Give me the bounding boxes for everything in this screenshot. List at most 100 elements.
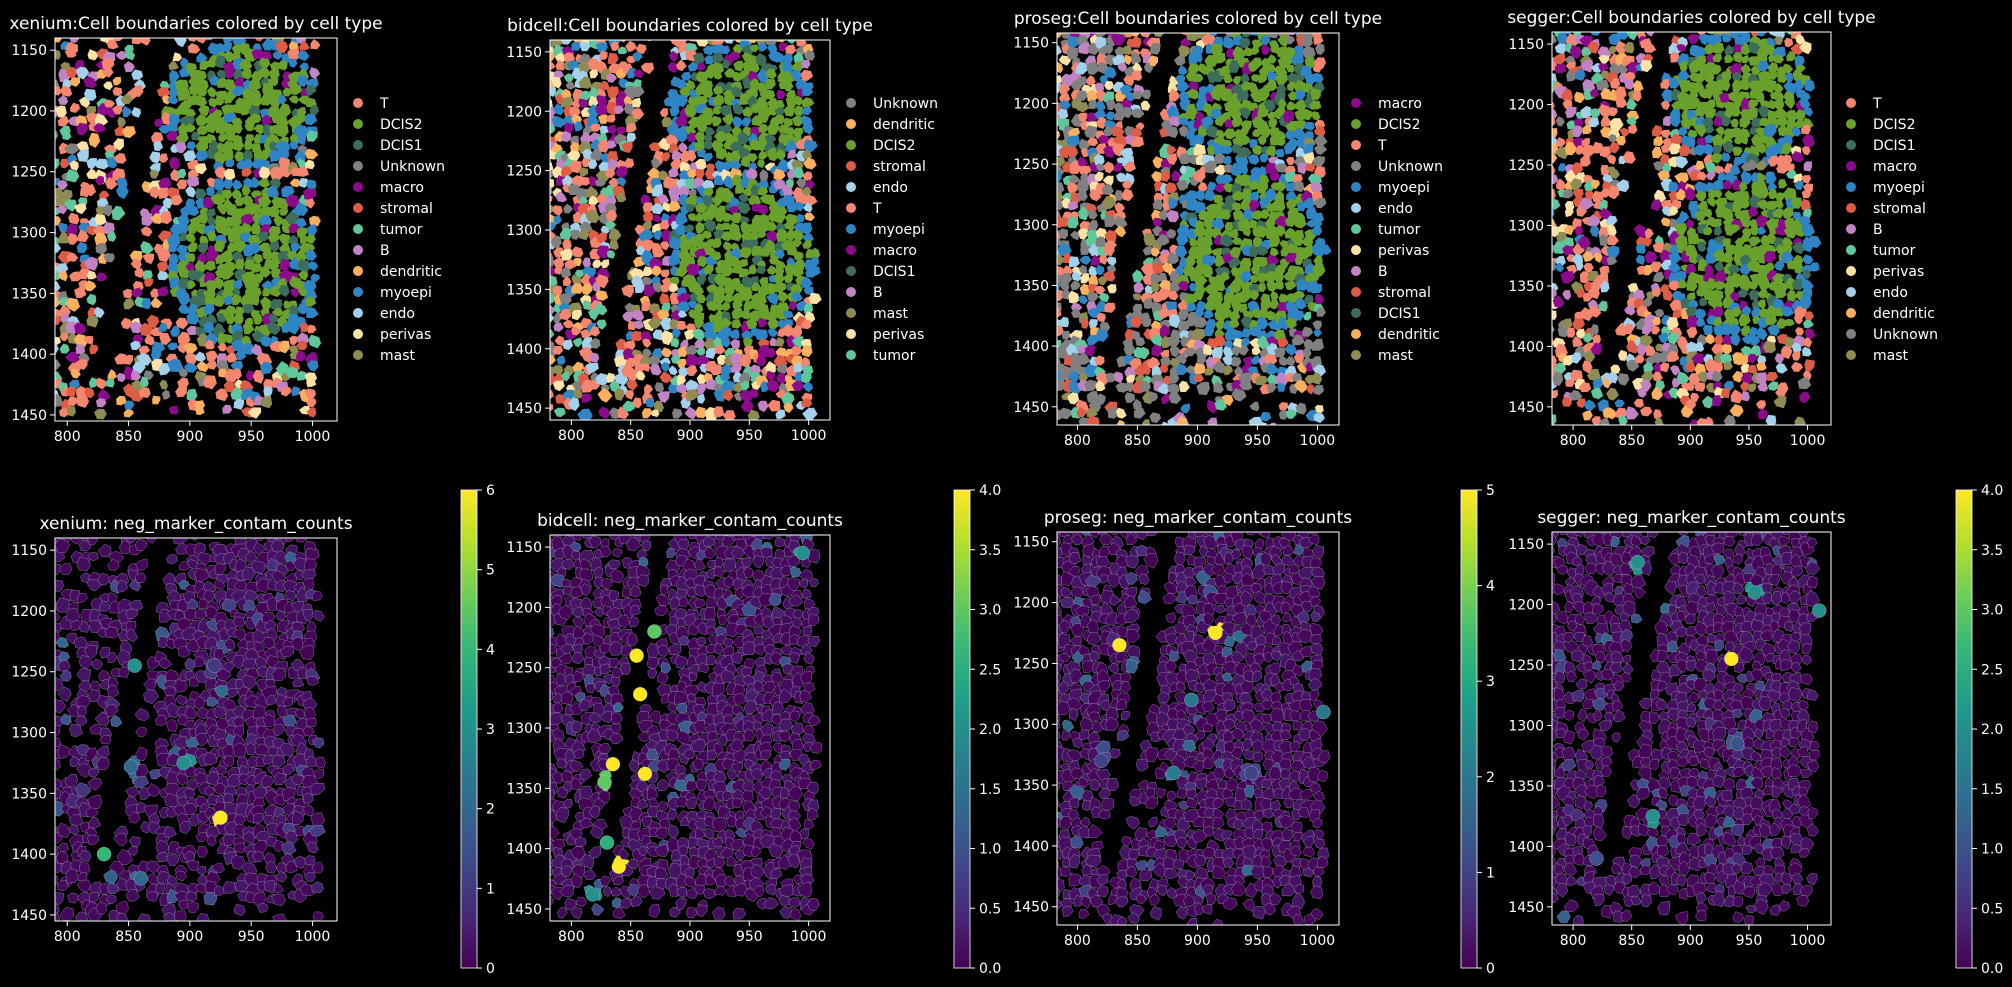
cell: [1256, 315, 1269, 330]
cell: [696, 149, 706, 158]
cell: [231, 123, 243, 134]
cell: [1552, 208, 1555, 218]
cell: [1282, 110, 1295, 123]
cell: [222, 834, 237, 846]
cell: [183, 719, 196, 730]
cell: [1739, 134, 1749, 145]
cell: [1582, 251, 1595, 262]
cell: [668, 253, 681, 267]
cell: [86, 270, 97, 280]
cell: [78, 850, 92, 863]
cell: [87, 777, 103, 791]
cell: [77, 592, 88, 604]
cell: [596, 192, 607, 205]
cell: [165, 130, 179, 142]
cell: [1751, 117, 1762, 128]
cell: [1740, 363, 1750, 374]
cell: [1269, 299, 1280, 310]
cell: [624, 390, 634, 400]
cell: [1668, 77, 1680, 89]
cell: [1269, 234, 1281, 247]
cell: [1606, 256, 1618, 266]
cell: [550, 195, 553, 203]
cell: [1248, 290, 1259, 301]
cell: [206, 835, 217, 847]
cell: [1702, 88, 1713, 100]
cell: [1730, 389, 1744, 404]
cell: [106, 39, 119, 50]
cell: [112, 87, 123, 96]
cell: [1058, 146, 1070, 159]
cell: [1578, 382, 1592, 392]
cell: [304, 97, 317, 108]
cell: [1084, 379, 1098, 392]
cell: [671, 149, 683, 161]
cell: [1582, 360, 1593, 374]
cell: [1291, 53, 1304, 66]
cell: [701, 230, 712, 240]
cell: [1599, 417, 1610, 425]
cell: [1103, 243, 1115, 257]
cell: [248, 105, 261, 118]
cell: [790, 69, 803, 82]
cell: [633, 69, 644, 79]
cell: [57, 116, 70, 127]
cell: [74, 715, 88, 726]
cell: [157, 261, 169, 273]
cell: [194, 733, 209, 747]
cell: [765, 68, 777, 80]
cell: [196, 552, 213, 566]
cell: [66, 405, 76, 417]
legend-marker: [1351, 161, 1361, 171]
cell: [1565, 106, 1577, 119]
cell: [1695, 190, 1707, 202]
cell: [1263, 99, 1276, 112]
cell: [1807, 235, 1822, 248]
cell: [552, 380, 565, 392]
cell: [1646, 32, 1655, 37]
cell: [782, 310, 794, 319]
cell: [801, 149, 813, 160]
cell: [751, 282, 762, 292]
legend-marker: [1351, 98, 1361, 108]
cell: [562, 319, 575, 329]
legend-label: myoepi: [1873, 180, 1925, 196]
cell: [1277, 301, 1289, 314]
cell: [1606, 245, 1620, 259]
cell: [614, 355, 627, 368]
cell: [711, 52, 724, 64]
cell: [1068, 290, 1081, 304]
cell: [55, 724, 61, 737]
cell: [59, 563, 73, 575]
cell: [125, 888, 140, 902]
cell: [801, 398, 813, 408]
cell: [1134, 406, 1146, 419]
cell: [60, 312, 70, 323]
cell: [1720, 71, 1732, 83]
cell: [279, 205, 289, 216]
cell: [1068, 174, 1081, 185]
cell: [1096, 328, 1109, 342]
cell: [1238, 303, 1248, 313]
cell: [107, 652, 117, 663]
cell: [1140, 33, 1151, 38]
cell: [711, 140, 724, 154]
cell: [1164, 125, 1179, 139]
cell: [304, 388, 316, 399]
cell: [231, 294, 241, 306]
cell: [65, 868, 79, 884]
cell: [259, 266, 271, 278]
cell: [696, 255, 708, 268]
cell: [178, 232, 188, 242]
cell: [702, 45, 714, 56]
cell: [1228, 280, 1241, 293]
cell: [776, 371, 789, 385]
cell: [738, 193, 750, 203]
cell: [278, 340, 291, 354]
cell: [1249, 401, 1260, 412]
cell: [1669, 365, 1680, 376]
cell: [175, 870, 188, 882]
cell: [215, 388, 229, 402]
cell: [1598, 63, 1609, 72]
legend-label: B: [1378, 264, 1388, 280]
